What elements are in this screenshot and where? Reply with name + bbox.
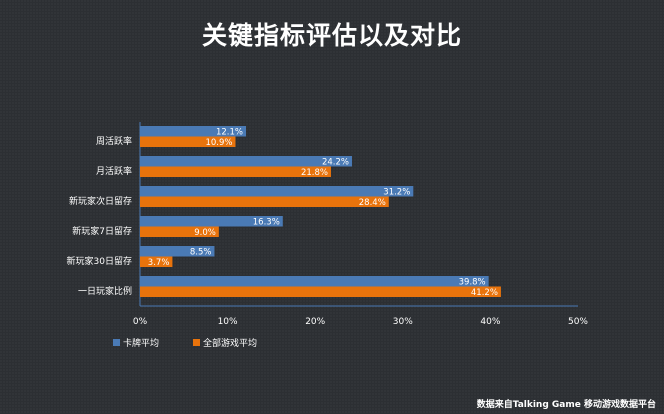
data-label: 12.1% [216,128,243,138]
category-label: 一日玩家比例 [78,285,132,297]
bar [140,196,389,207]
bar [140,256,173,267]
data-label: 41.2% [471,288,498,298]
bar [140,286,501,297]
data-label: 3.7% [148,258,170,268]
legend-swatch [193,339,200,346]
data-label: 10.9% [205,138,232,148]
x-tick-label: 10% [218,317,238,327]
bar [140,216,283,227]
bar [140,136,236,147]
data-label: 39.8% [459,278,486,288]
bar [140,166,331,177]
x-tick-label: 30% [393,317,413,327]
data-label: 16.3% [253,218,280,228]
x-tick-label: 40% [480,317,500,327]
bar [140,126,246,137]
x-tick-label: 0% [133,317,148,327]
category-label: 新玩家次日留存 [69,195,132,207]
category-label: 新玩家7日留存 [72,225,132,237]
category-label: 新玩家30日留存 [67,255,132,267]
source-note: 数据来自Talking Game 移动游戏数据平台 [476,400,656,410]
bar [140,226,219,237]
legend-label: 全部游戏平均 [203,337,257,349]
data-label: 28.4% [359,198,386,208]
legend-swatch [113,339,120,346]
category-label: 月活跃率 [96,165,132,177]
bar [140,156,352,167]
x-tick-label: 50% [568,317,588,327]
bar [140,186,414,197]
chart-title: 关键指标评估以及对比 [201,21,462,50]
category-label: 周活跃率 [96,135,132,147]
legend-label: 卡牌平均 [123,337,159,349]
data-label: 21.8% [301,168,328,178]
bar [140,276,489,287]
data-label: 24.2% [322,158,349,168]
data-label: 31.2% [383,188,410,198]
data-label: 8.5% [190,248,212,258]
bar [140,246,215,257]
x-tick-label: 20% [305,317,325,327]
data-label: 9.0% [194,228,216,238]
